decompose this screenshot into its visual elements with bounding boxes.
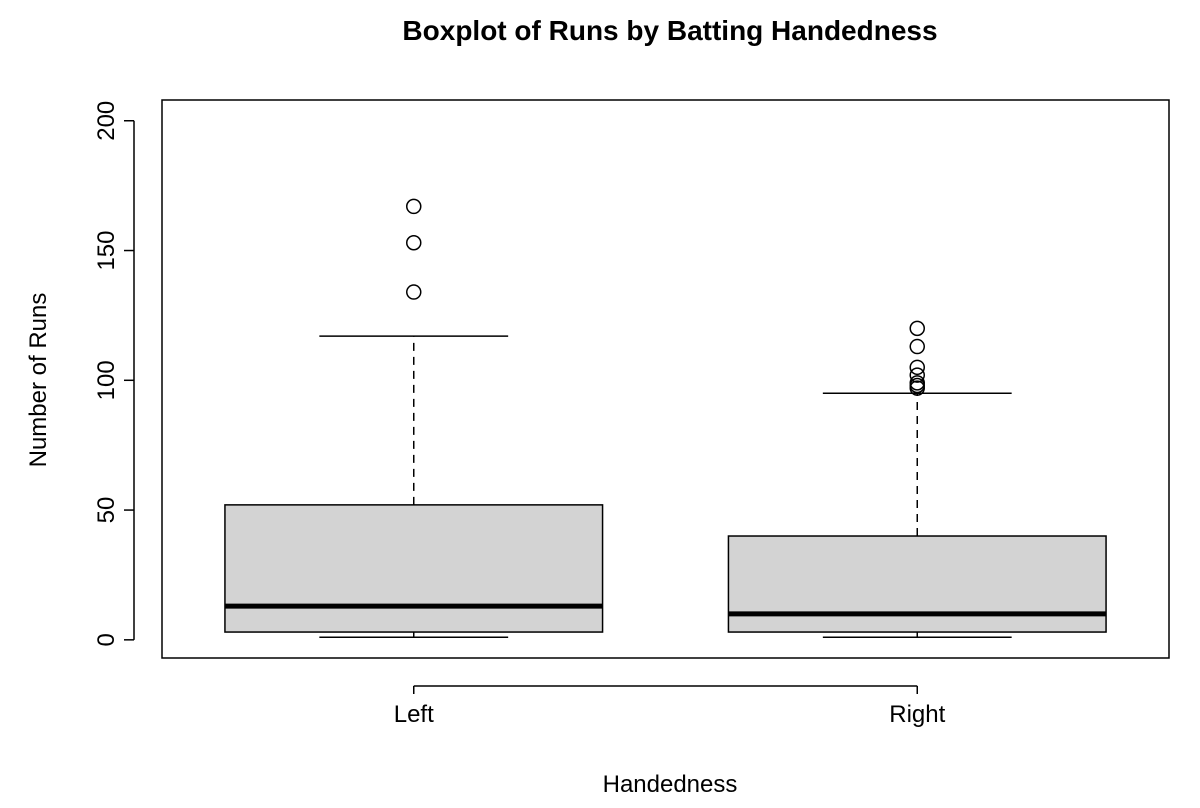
outlier-point bbox=[406, 198, 422, 215]
y-tick-label: 150 bbox=[93, 231, 120, 271]
outlier-point bbox=[406, 284, 422, 300]
box-group-left bbox=[224, 198, 604, 638]
outlier-point bbox=[909, 338, 925, 355]
x-tick-label: Right bbox=[889, 701, 945, 728]
x-axis: Left Right bbox=[394, 685, 946, 728]
outlier-point bbox=[909, 367, 925, 383]
chart-title: Boxplot of Runs by Batting Handedness bbox=[402, 15, 937, 46]
boxes-layer bbox=[224, 198, 1107, 638]
y-axis-label: Number of Runs bbox=[25, 293, 52, 468]
y-tick-label: 50 bbox=[93, 497, 120, 524]
outlier-point bbox=[406, 234, 422, 251]
iqr-box bbox=[224, 504, 604, 633]
plot-frame bbox=[161, 99, 1170, 659]
y-tick-label: 0 bbox=[93, 633, 120, 646]
x-axis-label: Handedness bbox=[603, 771, 738, 798]
y-axis: 0 50 100 150 200 bbox=[93, 101, 135, 647]
y-tick-label: 200 bbox=[93, 101, 120, 141]
outlier-point bbox=[909, 375, 925, 391]
iqr-box bbox=[727, 535, 1107, 633]
box-group-right bbox=[727, 320, 1107, 638]
x-tick-label: Left bbox=[394, 701, 434, 728]
y-tick-label: 100 bbox=[93, 360, 120, 400]
outlier-point bbox=[909, 359, 925, 376]
outlier-point bbox=[909, 320, 925, 337]
